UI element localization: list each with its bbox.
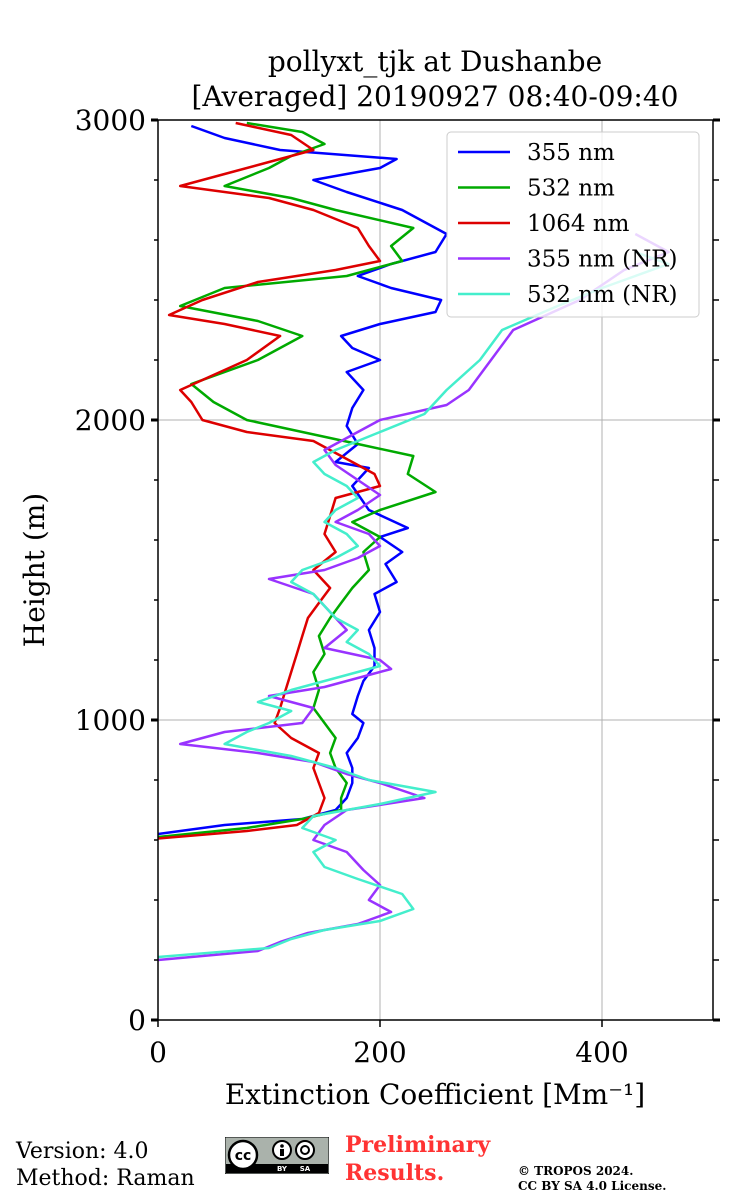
series-line-5 [158, 250, 670, 959]
plot-frame [157, 119, 714, 1021]
y-tick-label: 1000 [75, 704, 146, 737]
chart-title: pollyxt_tjk at Dushanbe [268, 45, 602, 78]
legend-label: 532 nm (NR) [527, 282, 678, 308]
preliminary-results-notice: Preliminary Results. [345, 1131, 490, 1187]
svg-text:SA: SA [300, 1165, 311, 1173]
y-tick-label: 3000 [75, 104, 146, 137]
legend-label: 355 nm [527, 140, 615, 166]
copyright-line-2: CC BY SA 4.0 License. [518, 1179, 667, 1193]
legend-label: 532 nm [527, 176, 615, 202]
x-tick-label: 400 [575, 1036, 628, 1069]
share-alike-icon [295, 1140, 315, 1160]
preliminary-line-2: Results. [345, 1160, 445, 1186]
x-axis-label: Extinction Coefficient [Mm⁻¹] [225, 1078, 645, 1111]
legend-label: 355 nm (NR) [527, 247, 678, 273]
y-axis-label: Height (m) [18, 493, 51, 647]
chart-subtitle: [Averaged] 20190927 08:40-09:40 [192, 80, 679, 113]
series-line-3 [158, 121, 382, 840]
svg-text:BY: BY [277, 1165, 288, 1173]
legend-box [446, 131, 700, 318]
series-line-4 [158, 232, 670, 962]
copyright-notice: © TROPOS 2024. CC BY SA 4.0 License. [518, 1164, 666, 1194]
version-label: Version: 4.0 [16, 1139, 149, 1164]
series-line-2 [158, 121, 437, 839]
data-series [158, 121, 670, 962]
svg-text:cc: cc [235, 1148, 252, 1164]
cc-by-sa-license-badge: cc BY SA [225, 1137, 329, 1174]
y-tick-label: 0 [128, 1004, 146, 1037]
copyright-line-1: © TROPOS 2024. [518, 1164, 634, 1178]
x-tick-label: 200 [353, 1036, 406, 1069]
x-tick-label: 0 [149, 1036, 167, 1069]
cc-icon [227, 1139, 259, 1171]
series-line-1 [158, 124, 448, 836]
axis-ticks: 0 200 400 0 1000 2000 3000 [75, 104, 720, 1069]
method-label: Method: Raman [16, 1166, 195, 1191]
preliminary-line-1: Preliminary [345, 1132, 491, 1158]
legend-label: 1064 nm [527, 211, 630, 237]
legend: 355 nm 532 nm 1064 nm 355 nm (NR) 532 nm (NR… [446, 131, 700, 318]
y-tick-label: 2000 [75, 404, 146, 437]
